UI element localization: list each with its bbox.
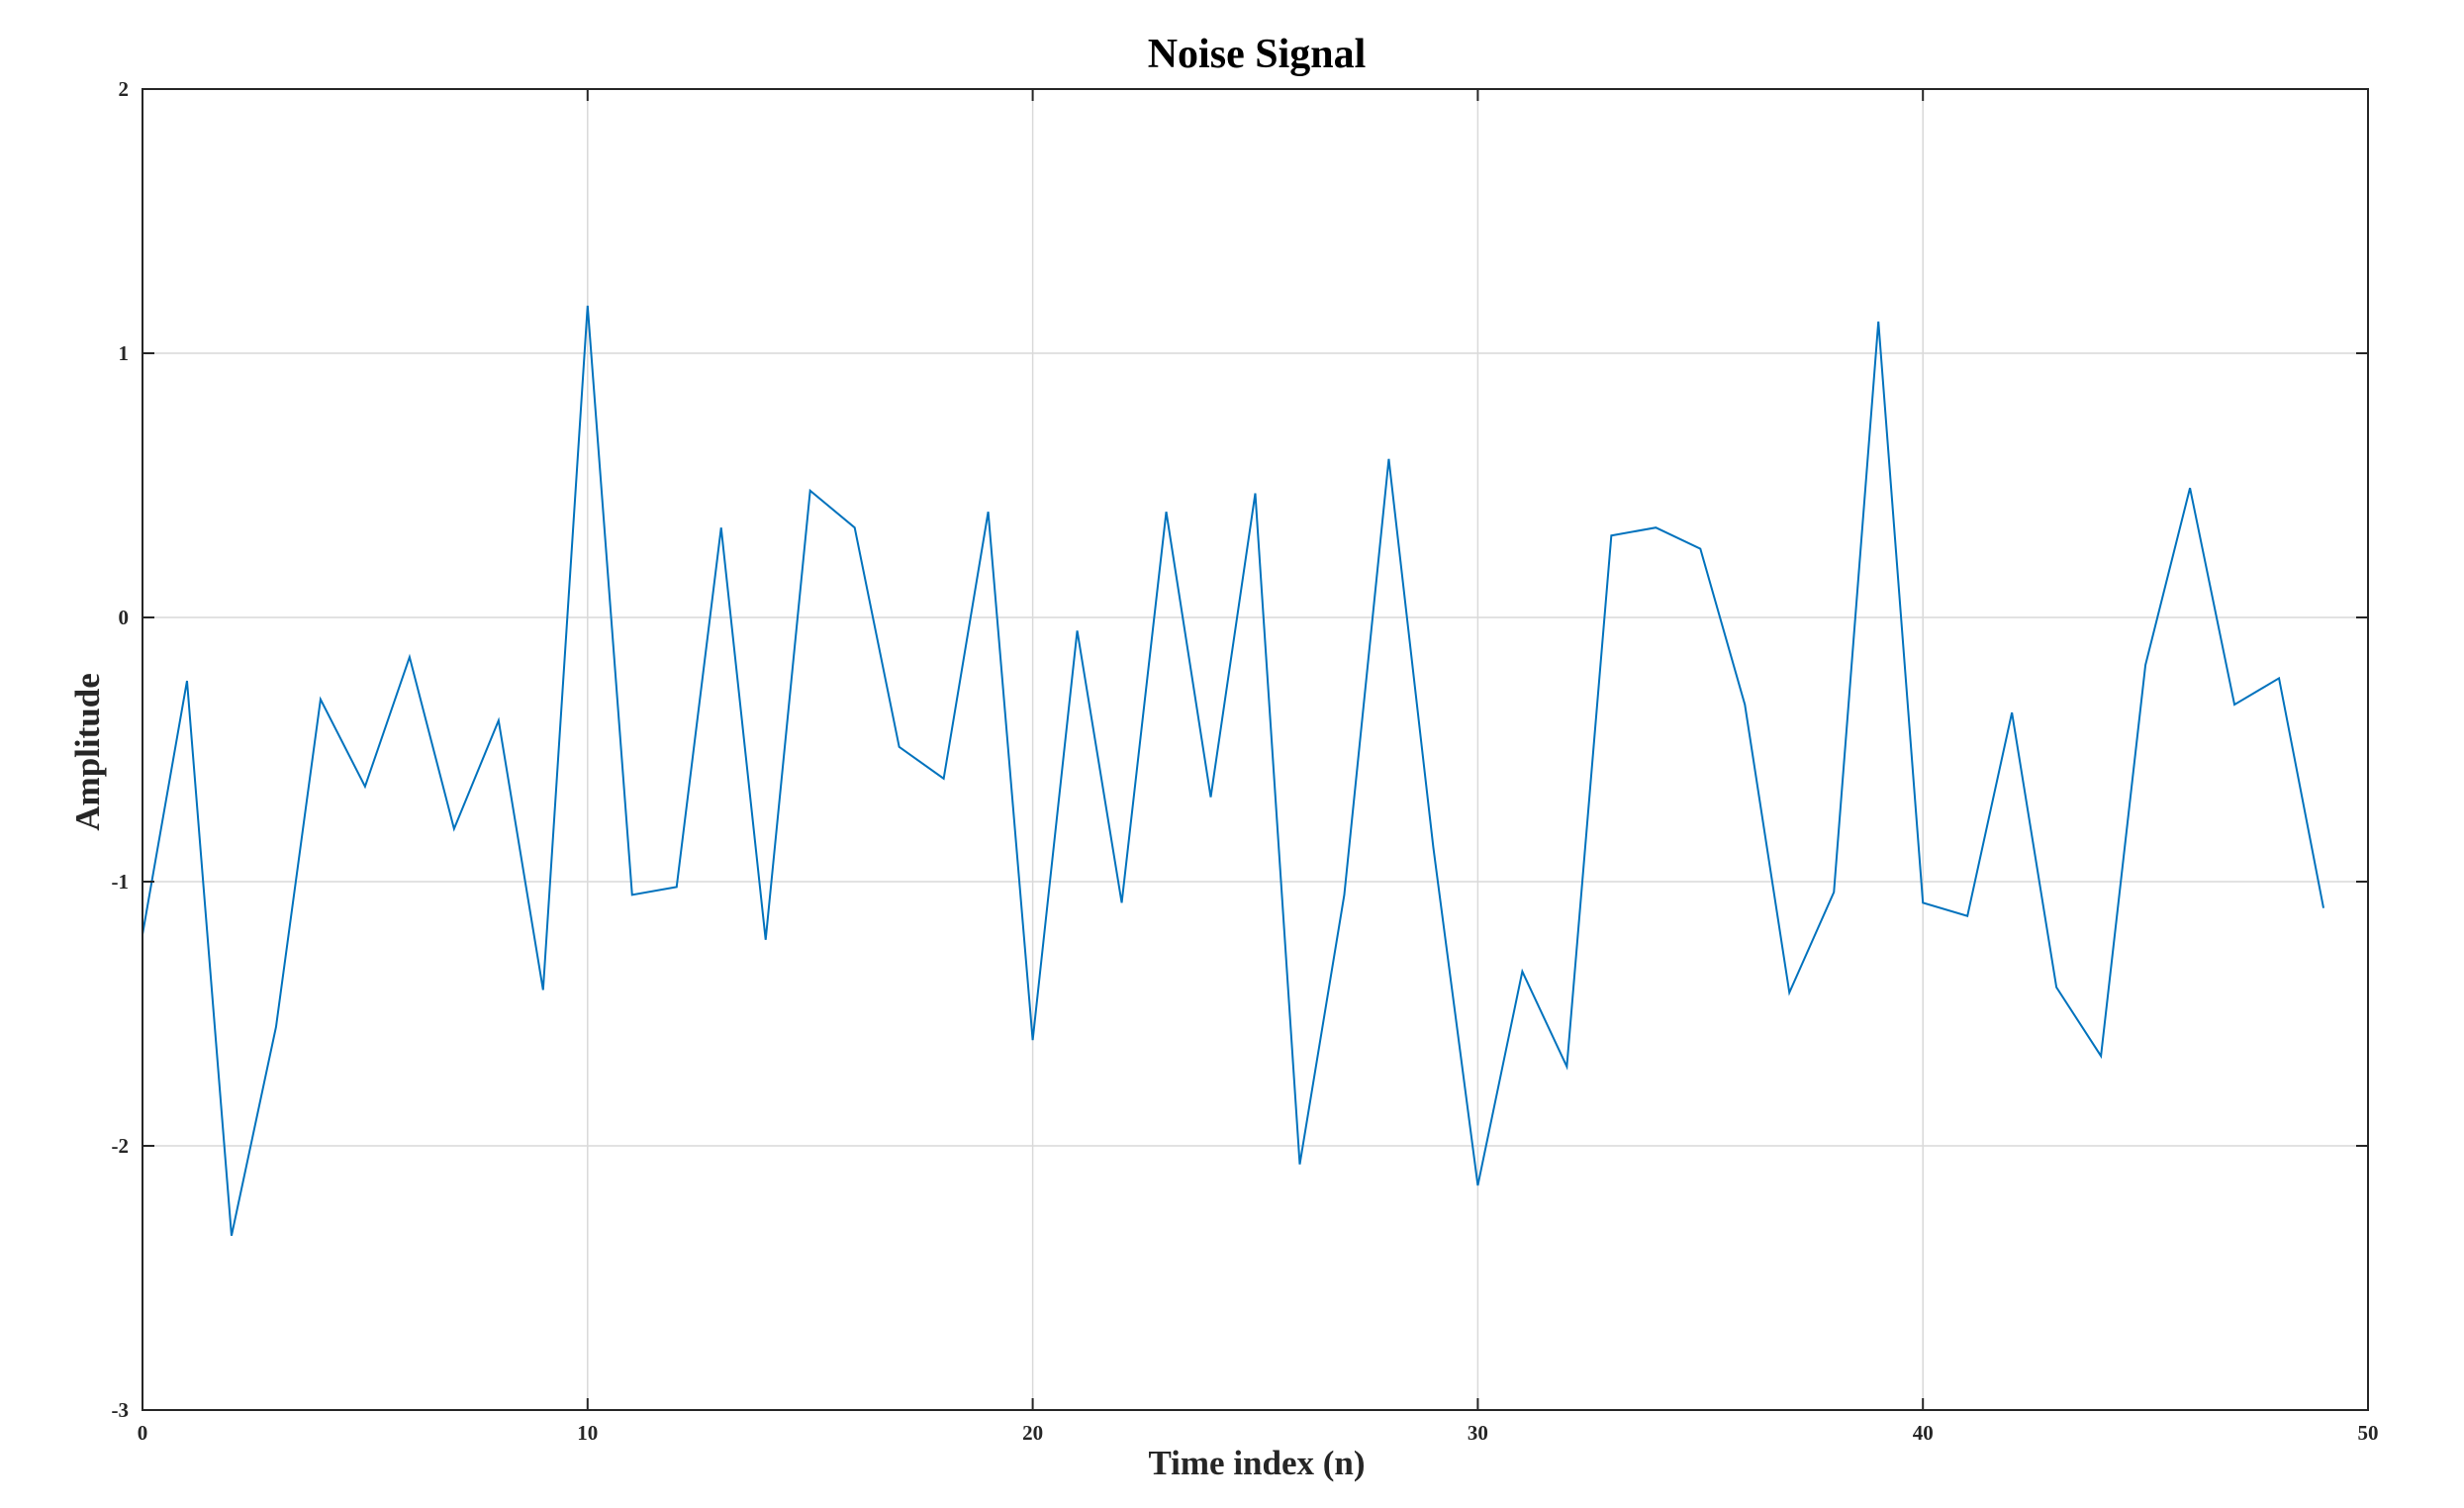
- data-point: [942, 777, 946, 781]
- y-tick-label: -1: [112, 870, 130, 894]
- x-tick-label: 10: [577, 1421, 598, 1445]
- data-point: [452, 827, 456, 831]
- data-point: [1654, 525, 1658, 529]
- data-point: [274, 1025, 278, 1029]
- data-point: [497, 718, 501, 722]
- data-point: [1876, 320, 1880, 324]
- data-point: [2277, 676, 2281, 680]
- data-point: [319, 698, 323, 702]
- data-point: [1564, 1065, 1568, 1069]
- data-point: [1520, 970, 1524, 974]
- data-point: [2054, 986, 2058, 990]
- data-point: [764, 938, 768, 942]
- plot-frame: [142, 88, 2369, 1411]
- data-point: [2232, 703, 2236, 707]
- x-tick-label: 50: [2358, 1421, 2379, 1445]
- data-point: [1431, 845, 1435, 849]
- data-point: [1698, 547, 1702, 551]
- data-point: [987, 510, 991, 514]
- data-point: [853, 525, 857, 529]
- data-point: [1921, 900, 1925, 904]
- series-line: [142, 305, 2325, 1236]
- data-point: [1743, 703, 1747, 707]
- data-point: [541, 988, 545, 991]
- axes-frame: [142, 88, 2369, 1411]
- data-point: [1787, 990, 1791, 994]
- data-point: [2010, 710, 2014, 714]
- data-point: [363, 785, 367, 789]
- data-point: [675, 885, 679, 889]
- data-point: [1832, 891, 1836, 895]
- data-point: [1076, 628, 1080, 632]
- y-tick-label: 2: [119, 77, 130, 101]
- data-point: [1475, 1183, 1479, 1187]
- y-axis-label: Amplitude: [68, 673, 107, 830]
- data-point: [1386, 457, 1390, 461]
- grid-lines: [142, 89, 2368, 1410]
- y-tick-label: -2: [112, 1134, 130, 1158]
- data-point: [719, 525, 723, 529]
- data-point: [1965, 914, 1969, 918]
- data-point: [1342, 893, 1346, 896]
- data-point: [1609, 533, 1613, 537]
- data-point: [586, 304, 590, 308]
- data-point: [808, 489, 812, 493]
- data-point: [185, 679, 189, 683]
- data-point: [1209, 796, 1213, 800]
- data-point: [1031, 1038, 1035, 1042]
- y-tick-label: 0: [119, 606, 130, 629]
- data-point: [1297, 1163, 1301, 1167]
- series-layer: [142, 304, 2325, 1238]
- data-point: [2099, 1054, 2103, 1058]
- data-point: [230, 1234, 234, 1238]
- data-point: [1254, 492, 1258, 496]
- y-tick-label: -3: [112, 1398, 130, 1422]
- data-point: [630, 893, 634, 896]
- data-point: [1165, 510, 1169, 514]
- y-tick-label: 1: [119, 341, 130, 365]
- x-axis-label: Time index (n): [1148, 1444, 1365, 1482]
- tick-labels: 0 10 20 30 40 50 -3 -2 -1 0 1 2: [112, 77, 2379, 1445]
- chart-title: Noise Signal: [1148, 32, 1367, 77]
- x-tick-label: 20: [1022, 1421, 1043, 1445]
- x-tick-label: 0: [138, 1421, 148, 1445]
- data-point: [2322, 906, 2325, 910]
- tick-marks: [142, 88, 2369, 1411]
- data-point: [898, 745, 901, 749]
- data-point: [2188, 486, 2192, 490]
- data-point: [2143, 663, 2147, 667]
- data-point: [408, 655, 412, 659]
- x-tick-label: 40: [1913, 1421, 1934, 1445]
- data-point: [1120, 900, 1124, 904]
- x-tick-label: 30: [1468, 1421, 1488, 1445]
